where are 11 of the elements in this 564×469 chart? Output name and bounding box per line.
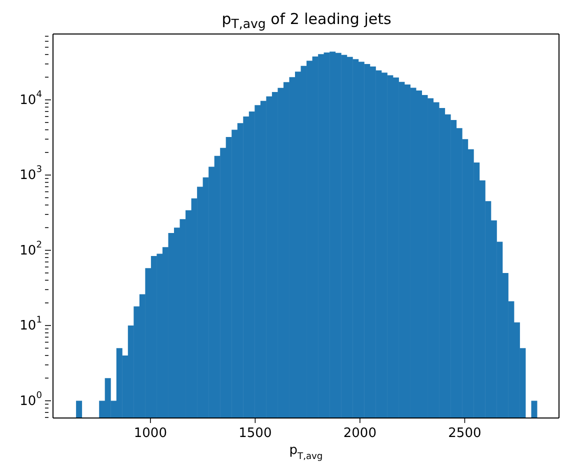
y-tick-label: 10$^{1}$	[20, 316, 42, 334]
x-tick-label: 2500	[448, 426, 482, 441]
y-tick-label: 10$^{4}$	[20, 90, 42, 108]
y-tick-label: 10$^{0}$	[20, 390, 42, 408]
x-tick-label: 1500	[238, 426, 272, 441]
x-tick-label: 1000	[134, 426, 167, 441]
y-tick-label: 10$^{2}$	[20, 240, 42, 258]
y-tick-label: 10$^{3}$	[20, 165, 42, 183]
chart-title: p$_{T,avg}$ of 2 leading jets	[220, 10, 392, 31]
x-axis-title: p$_{T,avg}$	[289, 443, 323, 462]
x-tick-label: 2000	[343, 426, 376, 441]
